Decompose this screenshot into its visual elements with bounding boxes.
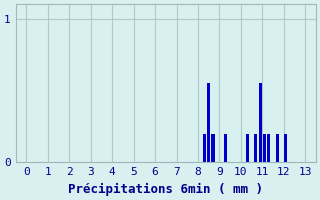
X-axis label: Précipitations 6min ( mm ): Précipitations 6min ( mm ) (68, 183, 263, 196)
Bar (224, 134, 228, 162)
Bar (259, 83, 262, 162)
Bar (246, 134, 249, 162)
Bar (254, 134, 257, 162)
Bar (267, 134, 270, 162)
Bar (203, 134, 206, 162)
Bar (284, 134, 287, 162)
Bar (211, 134, 215, 162)
Bar (263, 134, 266, 162)
Bar (276, 134, 279, 162)
Bar (207, 83, 210, 162)
